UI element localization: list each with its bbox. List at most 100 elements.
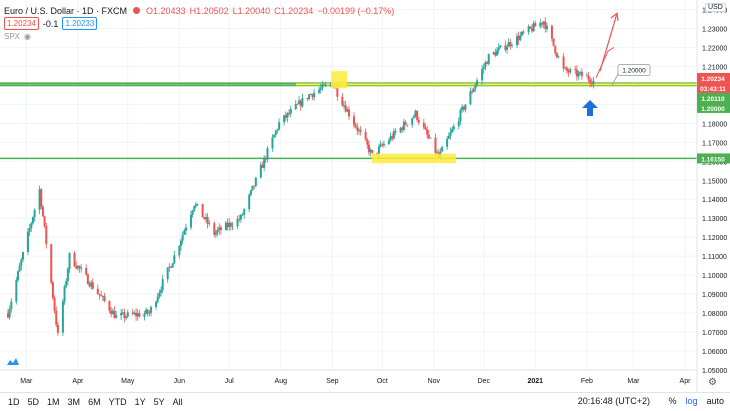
candle-body [294,104,297,110]
timeframe-all[interactable]: All [172,397,183,407]
candle-body [65,281,68,287]
timeframe-6m[interactable]: 6M [88,397,101,407]
candle-body [261,164,264,168]
candle-body [274,130,277,135]
forecast-arrow [599,13,618,72]
candle-body [213,223,216,235]
candle-body [436,152,439,154]
candle-body [120,313,123,316]
sell-button[interactable]: 1.20234 [4,17,39,30]
timeframe-3m[interactable]: 3M [67,397,81,407]
candle-body [411,118,414,125]
candle-body [329,83,332,85]
x-tick-label: Jul [225,378,234,385]
candle-body [88,284,91,287]
timeframe-1m[interactable]: 1M [47,397,60,407]
candle-body [579,71,582,73]
candle-body [56,324,59,333]
candle-body [376,152,379,154]
clock[interactable]: 20:16:48 (UTC+2) [577,396,650,406]
candle-body [482,67,485,70]
eye-icon[interactable]: ◉ [24,32,31,41]
candle-body [173,255,176,264]
candle-body [545,25,548,30]
candle-body [138,313,141,317]
log-scale-toggle[interactable]: log [685,396,698,406]
candle-body [301,98,304,107]
candle-body [557,56,560,58]
candle-body [496,50,499,56]
candle-body [218,227,221,231]
candle-body [414,110,417,117]
candlestick-series [7,17,595,337]
candle-body [226,222,229,228]
candle-body [33,209,36,218]
candle-body [311,94,314,98]
y-tick-label: 1.22000 [702,45,727,52]
candle-body [135,312,138,317]
candle-body [499,45,502,48]
candle-body [239,215,242,220]
candle-body [288,112,291,114]
candle-body [181,234,184,241]
candle-body [449,132,452,136]
forecast-arrowhead [610,12,619,21]
candle-body [476,80,479,85]
callout-box [617,64,651,76]
timeframe-1y[interactable]: 1Y [134,397,146,407]
timeframe-5d[interactable]: 5D [27,397,40,407]
candle-body [469,91,472,105]
ohlc-change: −0.00199 (−0.17%) [317,5,395,16]
candle-body [191,210,194,215]
timeframe-ytd[interactable]: YTD [108,397,127,407]
candle-body [8,309,11,318]
candle-body [298,100,301,105]
candle-body [160,290,163,293]
candle-body [80,268,83,269]
candle-body [377,146,380,154]
candle-body [111,310,114,315]
candle-body [145,309,148,314]
candle-body [26,231,29,253]
y-tick-label: 1.15000 [702,178,727,185]
tradingview-logo-icon[interactable] [6,356,20,366]
buy-button[interactable]: 1.20233 [62,17,98,30]
candle-body [7,313,9,318]
candle-body [236,218,239,227]
timeframe-1d[interactable]: 1D [8,397,20,407]
candle-body [585,75,588,77]
candle-body [530,28,533,32]
candle-body [366,139,369,145]
candle-body [189,214,192,228]
x-tick-label: May [121,378,135,385]
candle-body [399,127,402,133]
gear-icon[interactable]: ⚙ [708,377,717,388]
spx-indicator-label[interactable]: SPX [4,32,21,41]
symbol-title[interactable]: Euro / U.S. Dollar · 1D · FXCM [4,5,128,16]
candle-body [506,46,509,50]
candle-body [336,88,339,97]
currency-button[interactable]: USD [705,3,726,12]
candle-body [306,98,309,100]
auto-scale-toggle[interactable]: auto [706,396,724,406]
x-tick-label: Aug [275,378,288,385]
candle-body [580,71,583,77]
candle-body [562,56,565,69]
timeframe-5y[interactable]: 5Y [153,397,165,407]
candle-body [364,131,367,140]
percent-scale-toggle[interactable]: % [668,396,677,406]
candle-body [517,36,520,41]
candle-body [382,144,385,146]
candle-body [299,100,302,107]
candle-body [278,122,281,130]
price-chart[interactable]: 1.20000 1.240001.230001.220001.210001.20… [0,0,730,392]
candle-body [214,232,217,235]
candle-body [66,268,69,282]
candle-body [78,265,81,269]
candle-body [296,104,299,105]
candle-body [324,84,327,86]
candle-body [379,144,382,147]
candle-body [243,209,246,215]
y-tick-label: 1.08000 [702,311,727,318]
candle-body [321,84,324,89]
